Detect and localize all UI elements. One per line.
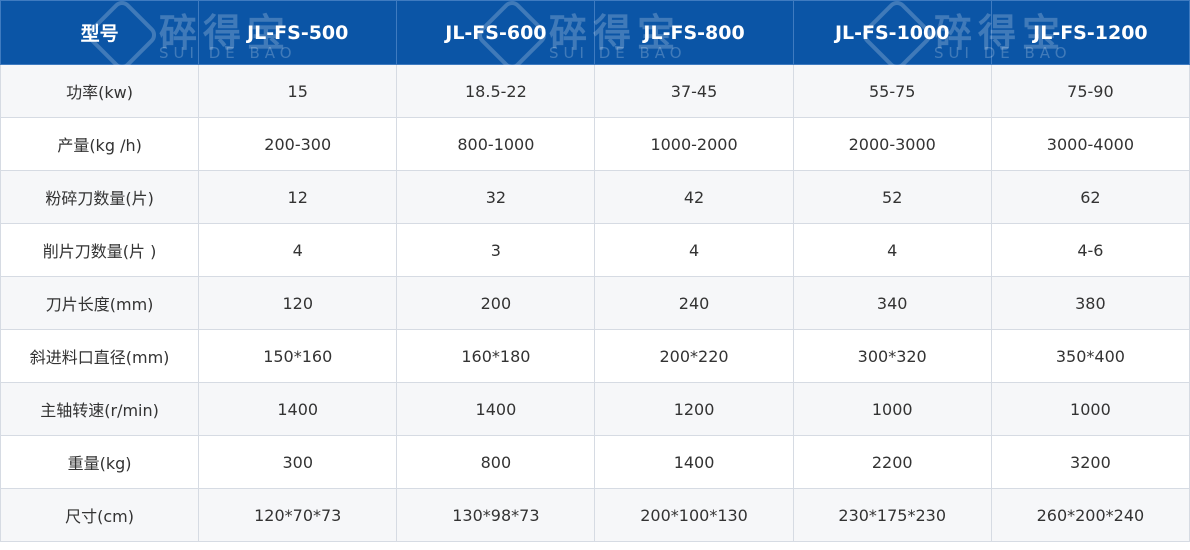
value-cell: 4 [792,223,992,277]
header-cell: JL-FS-800 [594,0,794,65]
value-cell: 37-45 [594,64,794,118]
label-cell: 斜进料口直径(mm) [0,329,200,383]
value-cell: 15 [198,64,398,118]
table-row: 尺寸(cm) 120*70*73 130*98*73 200*100*130 230*1… [0,488,1190,542]
table-row: 削片刀数量(片 ) 4 3 4 4 4-6 [0,223,1190,277]
value-cell: 12 [198,170,398,224]
value-cell: 1400 [396,382,596,436]
header-cell: JL-FS-1000 [792,0,992,65]
value-cell: 300 [198,435,398,489]
value-cell: 1000 [792,382,992,436]
header-cell: JL-FS-1200 [990,0,1190,65]
label-cell: 尺寸(cm) [0,488,200,542]
value-cell: 200-300 [198,117,398,171]
value-cell: 230*175*230 [792,488,992,542]
table-row: 主轴转速(r/min) 1400 1400 1200 1000 1000 [0,382,1190,436]
value-cell: 1200 [594,382,794,436]
header-cell: JL-FS-500 [198,0,398,65]
value-cell: 300*320 [792,329,992,383]
value-cell: 380 [990,276,1190,330]
value-cell: 200 [396,276,596,330]
value-cell: 120 [198,276,398,330]
table-row: 重量(kg) 300 800 1400 2200 3200 [0,435,1190,489]
value-cell: 42 [594,170,794,224]
label-cell: 削片刀数量(片 ) [0,223,200,277]
table-row: 斜进料口直径(mm) 150*160 160*180 200*220 300*320 35… [0,329,1190,383]
label-cell: 功率(kw) [0,64,200,118]
value-cell: 62 [990,170,1190,224]
header-row: 型号 JL-FS-500 JL-FS-600 JL-FS-800 JL-FS-1000 J… [0,0,1190,65]
table-row: 刀片长度(mm) 120 200 240 340 380 [0,276,1190,330]
value-cell: 18.5-22 [396,64,596,118]
label-cell: 粉碎刀数量(片) [0,170,200,224]
value-cell: 260*200*240 [990,488,1190,542]
value-cell: 1000-2000 [594,117,794,171]
value-cell: 3 [396,223,596,277]
label-cell: 刀片长度(mm) [0,276,200,330]
value-cell: 200*100*130 [594,488,794,542]
label-cell: 产量(kg /h) [0,117,200,171]
header-cell: 型号 [0,0,200,65]
header-cell: JL-FS-600 [396,0,596,65]
value-cell: 55-75 [792,64,992,118]
value-cell: 240 [594,276,794,330]
value-cell: 75-90 [990,64,1190,118]
value-cell: 1400 [198,382,398,436]
value-cell: 150*160 [198,329,398,383]
value-cell: 4 [594,223,794,277]
value-cell: 52 [792,170,992,224]
value-cell: 1000 [990,382,1190,436]
value-cell: 3000-4000 [990,117,1190,171]
value-cell: 800-1000 [396,117,596,171]
value-cell: 2000-3000 [792,117,992,171]
value-cell: 3200 [990,435,1190,489]
value-cell: 200*220 [594,329,794,383]
value-cell: 1400 [594,435,794,489]
value-cell: 350*400 [990,329,1190,383]
value-cell: 130*98*73 [396,488,596,542]
table-row: 功率(kw) 15 18.5-22 37-45 55-75 75-90 [0,64,1190,118]
table-row: 粉碎刀数量(片) 12 32 42 52 62 [0,170,1190,224]
table-row: 产量(kg /h) 200-300 800-1000 1000-2000 2000-30… [0,117,1190,171]
label-cell: 主轴转速(r/min) [0,382,200,436]
value-cell: 340 [792,276,992,330]
value-cell: 4-6 [990,223,1190,277]
value-cell: 32 [396,170,596,224]
value-cell: 160*180 [396,329,596,383]
value-cell: 2200 [792,435,992,489]
value-cell: 800 [396,435,596,489]
label-cell: 重量(kg) [0,435,200,489]
value-cell: 120*70*73 [198,488,398,542]
value-cell: 4 [198,223,398,277]
